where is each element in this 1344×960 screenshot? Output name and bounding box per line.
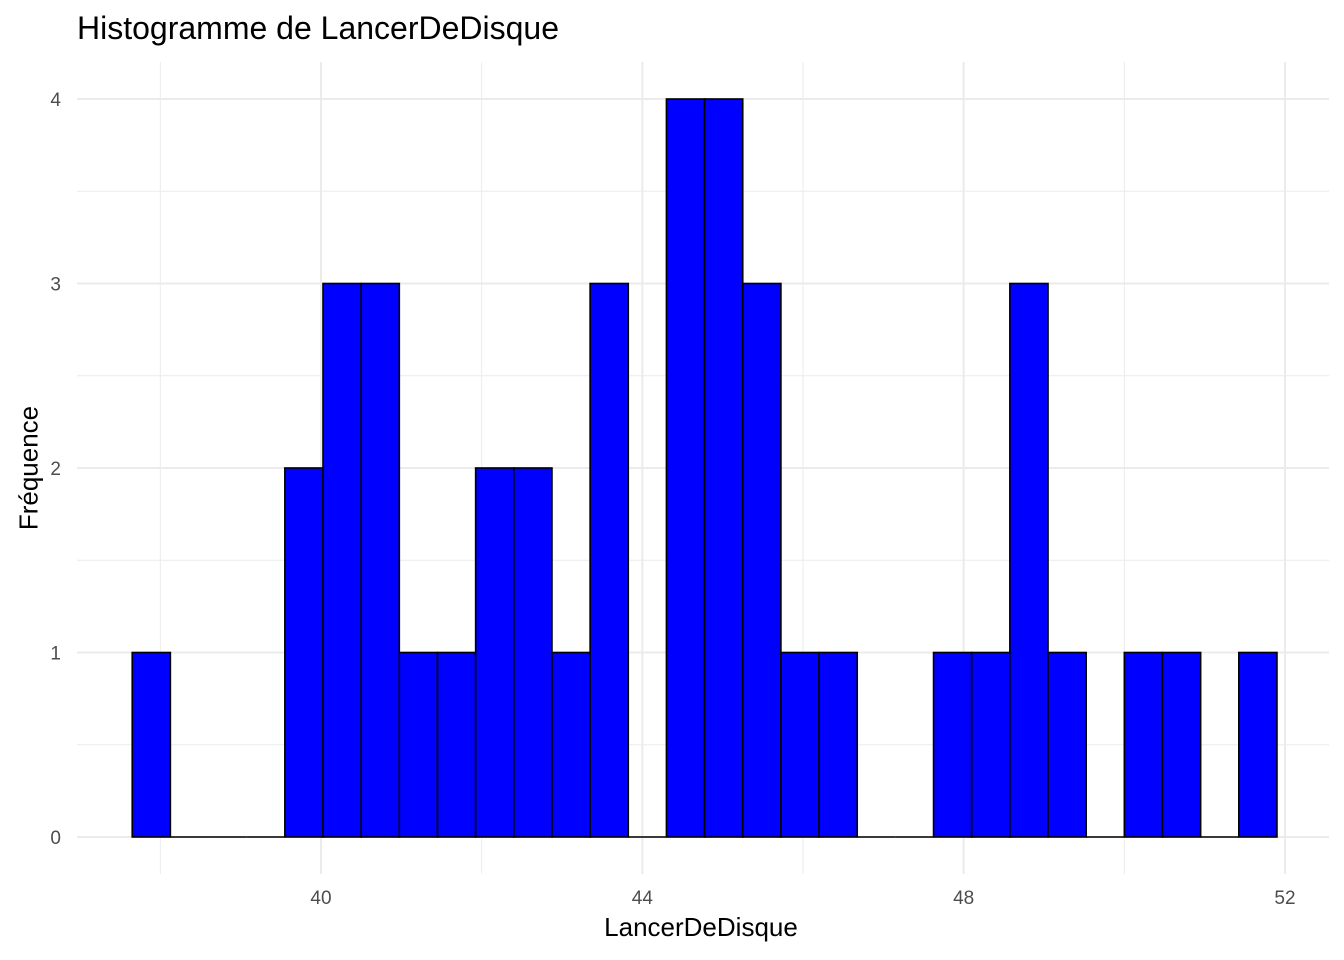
histogram-bar <box>131 651 172 838</box>
y-tick-label: 4 <box>50 90 61 111</box>
histogram-bar <box>818 651 859 838</box>
histogram-bar <box>398 651 439 838</box>
histogram-bar <box>322 282 362 838</box>
y-tick-label: 3 <box>50 275 61 296</box>
x-tick-label: 52 <box>1274 888 1295 909</box>
histogram-bar <box>589 282 630 838</box>
y-tick-labels: 0 1 2 3 4 <box>50 90 61 849</box>
y-axis-label: Fréquence <box>13 405 44 531</box>
x-tick-label: 48 <box>953 888 974 909</box>
y-tick-label: 2 <box>50 459 61 480</box>
histogram-bars <box>131 98 1278 838</box>
y-tick-label: 0 <box>50 828 61 849</box>
histogram-bar <box>1123 651 1164 838</box>
x-axis-label: LancerDeDisque <box>604 912 798 942</box>
chart-title: Histogramme de LancerDeDisque <box>77 10 559 46</box>
x-tick-label: 44 <box>632 888 654 909</box>
histogram-bar <box>551 651 591 838</box>
histogram-bar <box>780 651 820 838</box>
histogram-bar <box>703 98 744 838</box>
histogram-bar <box>1047 651 1087 838</box>
histogram-bar <box>284 467 324 838</box>
histogram-bar <box>932 651 973 838</box>
histogram-bar <box>1238 651 1278 838</box>
histogram-bar <box>665 98 706 838</box>
y-tick-label: 1 <box>50 644 61 665</box>
histogram-bar <box>512 467 553 838</box>
histogram-bar <box>741 282 782 838</box>
histogram-bar <box>1161 651 1202 838</box>
x-tick-label: 40 <box>310 888 331 909</box>
x-tick-labels: 40 44 48 52 <box>310 888 1295 909</box>
histogram-bar <box>1009 282 1049 838</box>
histogram-bar <box>360 282 401 838</box>
histogram-bar <box>436 651 477 838</box>
histogram-bar <box>970 651 1011 838</box>
histogram-bar <box>474 467 515 838</box>
